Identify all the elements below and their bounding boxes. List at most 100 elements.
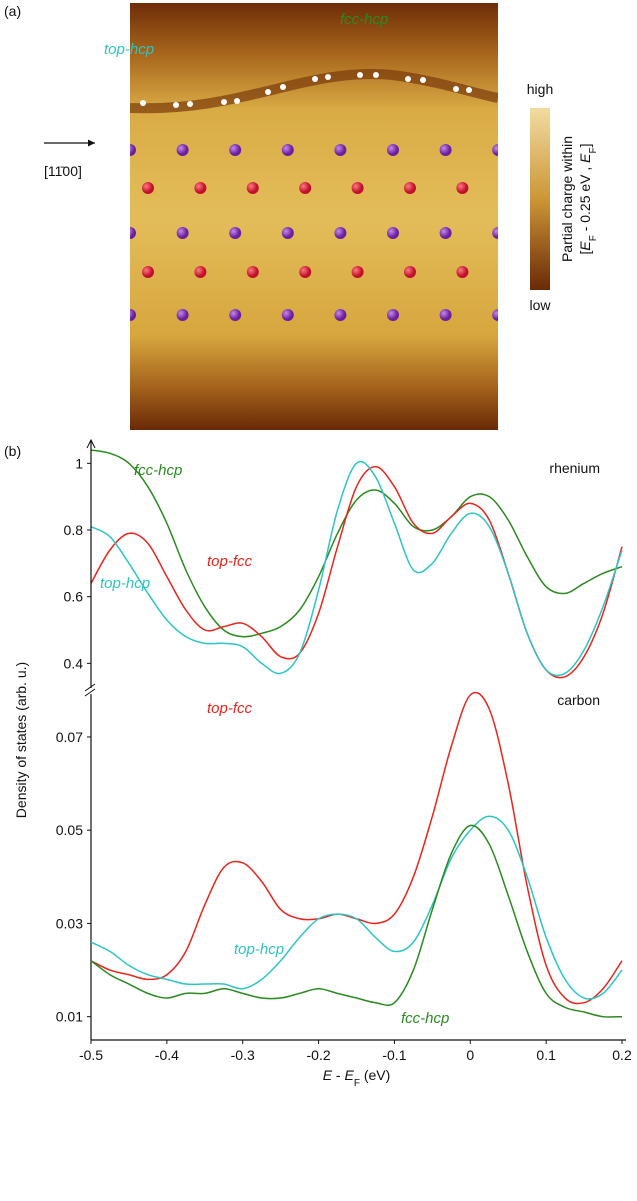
x-tick-label: 0 [466, 1047, 474, 1063]
atom-rhenium [439, 309, 452, 321]
atom-rhenium [281, 227, 294, 239]
atom-rhenium [246, 266, 259, 278]
y-tick-label: 0.6 [64, 589, 84, 605]
y-tick-label: 0.01 [56, 1009, 83, 1025]
atom-rhenium [130, 227, 136, 239]
x-tick-label: -0.1 [382, 1047, 406, 1063]
dos-line [90, 460, 623, 677]
text-part: - 0.25 eV , [577, 163, 593, 235]
element-label: rhenium [549, 460, 600, 476]
y-tick-label: 0.8 [64, 522, 84, 538]
x-tick-label: -0.5 [79, 1047, 103, 1063]
colorbar-high: high [527, 81, 553, 97]
text-part: F [588, 147, 599, 153]
y-tick-label: 0.03 [56, 915, 83, 931]
x-tick-label: -0.4 [155, 1047, 179, 1063]
atom-rhenium [176, 309, 189, 321]
text-part: E [323, 1067, 333, 1083]
panel-label: (a) [4, 3, 21, 19]
colorbar-low: low [529, 297, 551, 313]
y-tick-label: 0.07 [56, 729, 83, 745]
series-label: fcc-hcp [134, 462, 182, 479]
y-tick-label: 0.4 [64, 655, 84, 671]
x-tick-label: 0.2 [612, 1047, 632, 1063]
site-label: top-hcp [104, 41, 154, 58]
x-tick-label: -0.3 [231, 1047, 255, 1063]
text-part: (eV) [360, 1067, 390, 1083]
atom-carbon [466, 87, 472, 93]
dos-line [90, 449, 623, 638]
atom-rhenium [351, 266, 364, 278]
series-label: top-fcc [207, 553, 253, 570]
text-part: F [588, 235, 599, 241]
atom-rhenium [229, 227, 242, 239]
text-part: F [354, 1078, 360, 1089]
dos-line [90, 815, 623, 1000]
element-label: carbon [557, 692, 600, 708]
atom-rhenium [142, 266, 154, 278]
direction-label: [11̄00] [44, 163, 82, 179]
x-axis-label: E - EF (eV) [323, 1067, 391, 1089]
atom-rhenium [130, 144, 136, 156]
atom-carbon [280, 84, 286, 90]
atom-rhenium [299, 182, 312, 194]
colorbar-title-line: Partial charge within [559, 136, 575, 262]
atom-carbon [265, 89, 271, 95]
atom-rhenium [334, 144, 347, 156]
plot: 0.4 0.6 0.8 1 fcc-hcp top-fcc top-hcp rhenium De… [13, 438, 632, 1089]
atom-carbon [187, 101, 193, 107]
charge-map [130, 3, 498, 430]
atom-carbon [140, 100, 146, 106]
atom-rhenium [176, 144, 189, 156]
atom-rhenium [351, 182, 364, 194]
series-label: top-hcp [234, 941, 284, 958]
axis-break-gap [85, 688, 97, 694]
atom-carbon [221, 99, 227, 105]
y-tick-label: 1 [75, 455, 83, 471]
atom-carbon [357, 72, 363, 78]
text-part: - [332, 1067, 344, 1083]
atom-rhenium [439, 227, 452, 239]
atom-rhenium [246, 182, 259, 194]
atom-carbon [312, 76, 318, 82]
atom-carbon [373, 72, 379, 78]
text-part: ] [577, 143, 593, 147]
atom-rhenium [492, 309, 498, 321]
atom-carbon [234, 98, 240, 104]
y-axis-label: Density of states (arb. u.) [13, 662, 29, 818]
atom-rhenium [194, 182, 207, 194]
direction-arrow-head [88, 139, 95, 147]
atom-carbon [420, 77, 426, 83]
atom-rhenium [334, 227, 347, 239]
series-label: top-hcp [100, 575, 150, 592]
dos-line [90, 824, 623, 1018]
atom-rhenium [229, 144, 242, 156]
x-tick-label: -0.2 [307, 1047, 331, 1063]
series-label: fcc-hcp [401, 1010, 449, 1027]
atom-rhenium [404, 182, 416, 194]
x-tick-label: 0.1 [536, 1047, 556, 1063]
text-part: E [345, 1067, 355, 1083]
atom-rhenium [456, 182, 469, 194]
atom-rhenium [387, 309, 399, 321]
text-part: E [577, 241, 593, 251]
atom-rhenium [299, 266, 312, 278]
text-part: [ [577, 251, 593, 255]
atom-rhenium [404, 266, 416, 278]
dos-line [90, 465, 623, 679]
atom-carbon [453, 86, 459, 92]
colorbar-title: Partial charge within [EF - 0.25 eV , EF… [559, 136, 599, 262]
series-label: top-fcc [207, 700, 253, 717]
atom-carbon [405, 76, 411, 82]
atom-rhenium [142, 182, 154, 194]
atom-rhenium [281, 144, 294, 156]
atom-rhenium [456, 266, 469, 278]
colorbar-title-line: [EF - 0.25 eV , EF] [577, 143, 599, 254]
atom-rhenium [229, 309, 242, 321]
atom-rhenium [176, 227, 189, 239]
site-label: fcc-hcp [340, 11, 388, 28]
axis-break [84, 683, 96, 697]
atom-rhenium [439, 144, 452, 156]
atom-rhenium [387, 144, 399, 156]
